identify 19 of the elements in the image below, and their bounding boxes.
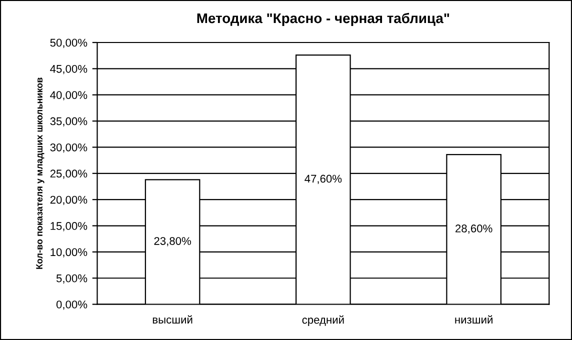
y-tick-label: 45,00% (50, 64, 88, 74)
data-label: 28,60% (456, 224, 492, 234)
y-tick-label: 20,00% (50, 196, 88, 206)
y-tick-label: 50,00% (50, 38, 88, 48)
y-tick-label: 10,00% (50, 248, 88, 258)
data-label: 23,80% (154, 237, 191, 246)
y-tick-label: 5,00% (56, 274, 88, 284)
data-label: 47,60% (304, 174, 342, 184)
x-tick-label: высший (152, 315, 192, 324)
y-tick-label: 15,00% (50, 222, 88, 232)
y-tick-label: 30,00% (50, 143, 88, 153)
y-axis-title: Кол-во показателя у младших школьников (36, 78, 44, 269)
x-tick-label: средний (302, 315, 344, 326)
y-tick-label: 25,00% (50, 170, 88, 179)
x-tick-label: низший (455, 315, 492, 324)
y-tick-label: 0,00% (56, 300, 88, 310)
y-tick-label: 35,00% (50, 117, 88, 126)
y-tick-label: 40,00% (50, 91, 88, 100)
chart-title: Методика "Красно - черная таблица" (197, 12, 450, 26)
